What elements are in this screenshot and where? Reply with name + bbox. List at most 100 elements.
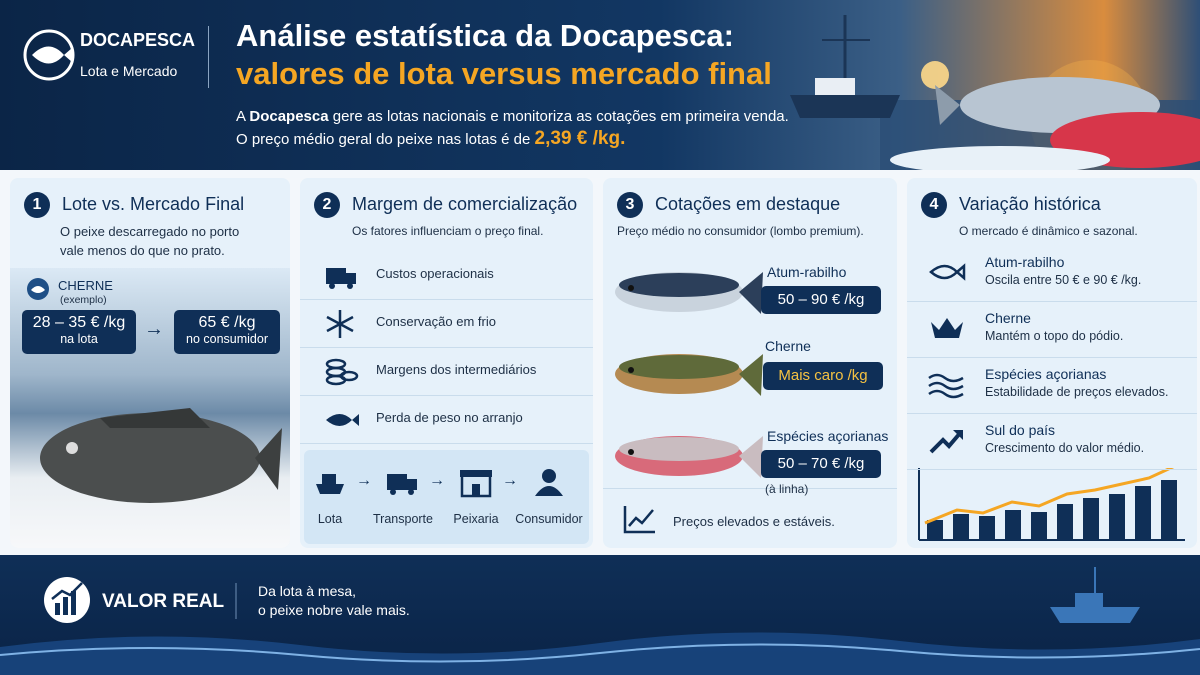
decor xyxy=(326,315,354,333)
panel: 3 Cotações em destaque Preço médio no co… xyxy=(603,178,897,548)
decor xyxy=(929,263,966,281)
panel: 4 Variação histórica O mercado é dinâmic… xyxy=(907,178,1197,548)
icon-svg xyxy=(931,318,963,338)
icon xyxy=(383,466,423,503)
decor xyxy=(928,373,964,383)
factor-row: Perda de peso no arranjo xyxy=(300,396,593,444)
decor xyxy=(460,470,492,477)
icon-svg xyxy=(929,430,963,454)
price-box: Mais caro /kg xyxy=(763,362,883,390)
species-note: (exemplo) xyxy=(60,294,107,306)
arrow: → xyxy=(144,318,164,340)
title: Análise estatística da Docapesca: xyxy=(236,18,734,53)
decor xyxy=(623,506,655,534)
panel-title: Variação histórica xyxy=(959,194,1101,214)
decor xyxy=(927,520,943,540)
decor xyxy=(935,85,960,125)
price-label: no consumidor xyxy=(186,332,268,346)
decor xyxy=(739,272,763,314)
icon xyxy=(322,260,362,297)
history-row: Cherne Mantém o topo do pódio. xyxy=(907,302,1197,358)
factor-row: Conservação em frio xyxy=(300,300,593,348)
history-name: Sul do país xyxy=(985,422,1056,438)
icon xyxy=(529,466,569,503)
factor-row: Custos operacionais xyxy=(300,252,593,300)
decor xyxy=(928,389,964,399)
decor xyxy=(55,591,76,615)
icon-svg xyxy=(460,470,492,498)
icon-svg xyxy=(326,268,356,289)
arrow: → xyxy=(502,472,518,489)
decor xyxy=(66,442,78,454)
decor xyxy=(63,597,68,615)
icon xyxy=(322,404,362,441)
intro-text: A xyxy=(236,108,246,125)
panel-title: Margem de comercialização xyxy=(352,194,578,214)
decor xyxy=(1057,504,1073,540)
species-name: Atum-rabilho xyxy=(767,264,847,280)
icon-svg xyxy=(325,358,359,386)
decor xyxy=(979,516,995,540)
decor-chart xyxy=(918,468,1185,541)
decor xyxy=(928,381,964,391)
decor xyxy=(628,367,634,373)
icon xyxy=(927,312,967,349)
species-icon xyxy=(27,278,49,300)
decor xyxy=(325,358,359,386)
decor xyxy=(928,373,964,399)
decor xyxy=(31,286,45,293)
header: DOCAPESCA Lota e Mercado Análise estatís… xyxy=(0,0,1200,170)
history-text: Estabilidade de preços elevados. xyxy=(985,385,1169,399)
panel-footer: Preços elevados e estáveis. xyxy=(673,514,835,529)
icon-svg xyxy=(929,263,966,281)
divider xyxy=(208,26,209,88)
icon-svg xyxy=(387,474,417,495)
decor xyxy=(0,643,1200,663)
arrow: → xyxy=(356,472,372,489)
decor xyxy=(40,413,260,503)
decor xyxy=(316,484,344,494)
icon xyxy=(310,466,350,503)
panel-number: 4 xyxy=(921,192,947,218)
decor xyxy=(619,273,739,297)
decor xyxy=(890,146,1110,170)
decor xyxy=(542,469,556,483)
decor xyxy=(924,468,1175,525)
decor xyxy=(815,78,855,95)
decor xyxy=(1109,494,1125,540)
header-art xyxy=(790,15,1200,170)
panel: 2 Margem de comercialização Os fatores i… xyxy=(300,178,593,548)
decor xyxy=(619,437,739,461)
decor xyxy=(628,509,654,527)
decor xyxy=(100,408,210,428)
decor xyxy=(927,480,1177,540)
decor xyxy=(322,474,336,484)
factor-text: Conservação em frio xyxy=(376,314,496,329)
decor xyxy=(326,268,346,284)
panel-subtitle: O mercado é dinâmico e sazonal. xyxy=(959,224,1138,238)
icon-svg xyxy=(316,474,344,494)
history-text: Crescimento do valor médio. xyxy=(985,441,1145,455)
decor xyxy=(628,285,634,291)
arrow: → xyxy=(429,472,445,489)
decor xyxy=(1031,512,1047,540)
logo xyxy=(23,29,75,81)
decor xyxy=(1005,510,1021,540)
decor xyxy=(790,95,900,118)
species: CHERNE xyxy=(58,278,113,293)
decor xyxy=(1083,498,1099,540)
history-text: Oscila entre 50 € e 90 € /kg. xyxy=(985,273,1142,287)
flow-box xyxy=(304,450,589,544)
decor xyxy=(739,436,763,478)
decor xyxy=(326,414,359,426)
decor xyxy=(619,355,739,379)
decor xyxy=(407,479,417,490)
footer-text: Da lota à mesa, xyxy=(258,583,357,599)
intro-text: gere as lotas nacionais e monitoriza as … xyxy=(332,108,789,125)
icon xyxy=(456,466,496,503)
price-label: na lota xyxy=(60,332,98,346)
history-name: Atum-rabilho xyxy=(985,254,1065,270)
intro-text: O preço médio geral do peixe nas lotas é… xyxy=(236,131,531,148)
fish-illustration xyxy=(40,408,282,503)
